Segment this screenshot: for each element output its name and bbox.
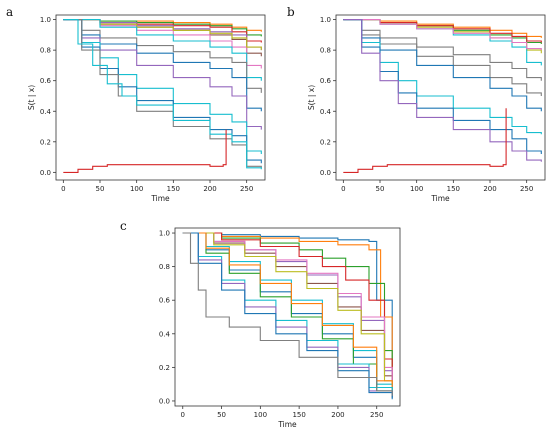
series-line-c-7: [182, 232, 393, 396]
y-tick-label-b: 1.0: [320, 16, 331, 24]
y-tick-label-b: 0.2: [320, 138, 331, 146]
series-line-a-14: [63, 19, 262, 170]
y-tick-label-a: 0.0: [40, 169, 51, 177]
y-axis-title-a: S(t | x): [27, 85, 36, 110]
y-tick-label-b: 0.4: [320, 108, 332, 116]
series-line-c-15: [182, 232, 393, 396]
x-tick-label-c: 250: [370, 411, 383, 419]
x-tick-label-c: 200: [331, 411, 344, 419]
x-tick-label-b: 0: [341, 185, 345, 193]
series-line-a-10: [63, 19, 262, 130]
x-tick-label-a: 50: [96, 185, 105, 193]
series-line-b-6: [343, 19, 542, 81]
panel-a: 0 50 100 150 200 250 0.0 0.2 0.4 0.6 0.8 1.0 Time S(t…: [27, 14, 266, 203]
plot-area-b: [335, 14, 546, 181]
series-group-c: [182, 232, 393, 400]
series-line-b-4: [343, 19, 542, 43]
series-line-a-6: [63, 19, 262, 51]
series-line-a-9: [63, 19, 262, 112]
series-line-a-15: [63, 129, 227, 173]
series-line-b-5: [343, 19, 542, 51]
series-group-b: [343, 19, 542, 173]
series-line-a-11: [63, 19, 262, 154]
x-tick-label-c: 100: [254, 411, 267, 419]
x-tick-label-a: 250: [240, 185, 253, 193]
y-tick-label-c: 0.6: [159, 297, 171, 305]
y-tick-label-c: 0.8: [159, 263, 170, 271]
x-axis-title-a: Time: [150, 194, 170, 203]
series-line-b-11: [343, 19, 542, 162]
x-tick-label-a: 200: [203, 185, 216, 193]
y-tick-label-b: 0.6: [320, 77, 332, 85]
x-tick-label-a: 0: [61, 185, 65, 193]
y-tick-label-c: 0.0: [159, 397, 170, 405]
series-line-b-9: [343, 19, 542, 135]
panel-c: 0 50 100 150 200 250 0.0 0.2 0.4 0.6 0.8 1.0 Time: [159, 227, 401, 429]
x-tick-label-b: 50: [376, 185, 385, 193]
series-group-a: [63, 19, 262, 173]
y-tick-label-c: 0.2: [159, 364, 170, 372]
x-tick-label-c: 150: [292, 411, 305, 419]
series-line-c-11: [182, 232, 393, 395]
series-line-c-1: [182, 232, 393, 388]
y-tick-label-a: 1.0: [40, 16, 51, 24]
y-tick-label-b: 0.0: [320, 169, 331, 177]
series-line-b-8: [343, 19, 542, 112]
x-axis-title-c: Time: [277, 420, 297, 429]
panel-letter-b: b: [287, 5, 295, 19]
panel-b: 0 50 100 150 200 250 0.0 0.2 0.4 0.6 0.8 1.0 Time S(t…: [307, 14, 546, 203]
series-line-b-12: [343, 108, 507, 173]
x-tick-label-b: 250: [520, 185, 533, 193]
x-tick-label-c: 50: [217, 411, 226, 419]
series-line-b-10: [343, 19, 542, 154]
y-tick-label-a: 0.8: [40, 47, 51, 55]
y-tick-label-a: 0.2: [40, 138, 51, 146]
y-tick-label-b: 0.8: [320, 47, 331, 55]
x-tick-label-b: 100: [410, 185, 423, 193]
series-line-a-8: [63, 19, 262, 93]
x-tick-label-a: 150: [167, 185, 180, 193]
x-tick-label-b: 200: [483, 185, 496, 193]
x-axis-title-b: Time: [430, 194, 450, 203]
x-tick-label-b: 150: [447, 185, 460, 193]
x-tick-label-c: 0: [181, 411, 185, 419]
series-line-c-0: [182, 232, 393, 385]
x-tick-label-a: 100: [130, 185, 143, 193]
panel-letter-a: a: [6, 5, 13, 19]
y-tick-label-a: 0.6: [40, 77, 52, 85]
y-tick-label-c: 1.0: [159, 230, 170, 238]
panel-letter-c: c: [120, 219, 127, 233]
series-line-a-12: [63, 19, 262, 164]
y-axis-title-b: S(t | x): [307, 85, 316, 110]
y-tick-label-a: 0.4: [40, 108, 52, 116]
y-tick-label-c: 0.4: [159, 330, 171, 338]
series-line-b-0: [343, 19, 542, 38]
